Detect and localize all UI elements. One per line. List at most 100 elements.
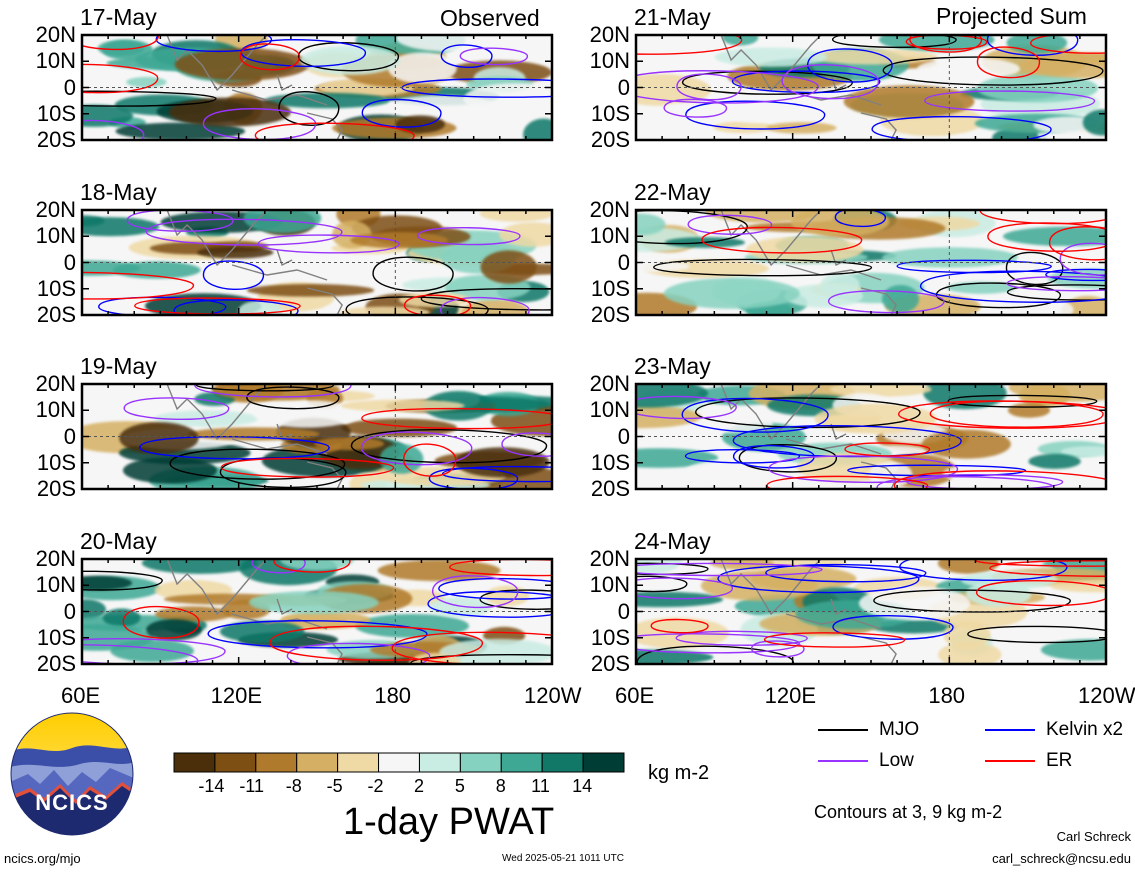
anomaly-blob bbox=[174, 48, 310, 81]
contour-kelvin-x2 bbox=[427, 590, 552, 618]
panel-date-title: 19-May bbox=[80, 353, 157, 379]
y-tick-label: 10N bbox=[589, 397, 630, 423]
x-tick-label: 180 bbox=[374, 683, 412, 708]
panel-20-May bbox=[82, 559, 552, 664]
anomaly-blob bbox=[82, 575, 133, 591]
contour-er bbox=[273, 559, 351, 573]
contour-er bbox=[976, 46, 1041, 79]
anomaly-blob bbox=[243, 210, 322, 233]
anomaly-blob bbox=[187, 427, 320, 441]
anomaly-blob bbox=[395, 115, 446, 134]
panel-date-title: 20-May bbox=[80, 528, 157, 554]
colorbar-label: -2 bbox=[367, 776, 384, 796]
contour-kelvin-x2 bbox=[438, 577, 552, 600]
contour-mjo bbox=[246, 386, 340, 410]
contour-low bbox=[636, 633, 800, 654]
anomaly-blob bbox=[1028, 453, 1081, 469]
colorbar-swatch bbox=[214, 752, 257, 773]
anomaly-blob bbox=[724, 99, 787, 123]
x-tick-label: 120E bbox=[210, 683, 263, 708]
contour-low bbox=[459, 47, 529, 66]
contour-kelvin-x2 bbox=[155, 35, 273, 53]
colorbar-swatch bbox=[255, 752, 298, 773]
footer-url[interactable]: ncics.org/mjo bbox=[4, 851, 81, 866]
legend-label: Low bbox=[879, 750, 914, 771]
logo-text: NCICS bbox=[35, 790, 109, 815]
contour-mjo bbox=[935, 282, 1062, 309]
y-tick-label: 10N bbox=[35, 48, 76, 74]
contour-er bbox=[763, 632, 906, 648]
y-tick-label: 0 bbox=[63, 249, 76, 275]
anomaly-blob bbox=[809, 49, 938, 65]
contour-low bbox=[257, 234, 400, 254]
x-tick-label: 180 bbox=[928, 683, 966, 708]
anomaly-blob bbox=[102, 608, 141, 627]
colorbar-units: kg m-2 bbox=[648, 762, 710, 784]
anomaly-blob bbox=[300, 45, 401, 75]
contour-er bbox=[989, 560, 1106, 577]
anomaly-blob bbox=[917, 57, 1021, 81]
contour-low bbox=[360, 431, 473, 466]
anomaly-blob bbox=[523, 118, 552, 140]
panel-19-May bbox=[82, 384, 552, 489]
colorbar-label: -5 bbox=[326, 776, 343, 796]
contour-er bbox=[220, 457, 395, 478]
contour-kelvin-x2 bbox=[871, 115, 1052, 140]
contour-kelvin-x2 bbox=[986, 35, 1079, 56]
contour-er bbox=[636, 35, 743, 55]
anomaly-blob bbox=[636, 405, 701, 429]
y-tick-label: 10S bbox=[590, 100, 630, 126]
y-tick-label: 10N bbox=[589, 48, 630, 74]
anomaly-blob bbox=[82, 599, 107, 620]
contour-kelvin-x2 bbox=[731, 70, 881, 94]
legend-label: ER bbox=[1046, 750, 1073, 771]
y-tick-label: 20S bbox=[36, 476, 76, 501]
anomaly-blob bbox=[636, 448, 719, 468]
anomaly-blob bbox=[714, 47, 827, 67]
colorbar-swatch bbox=[582, 752, 625, 773]
contour-low bbox=[636, 577, 734, 600]
contour-kelvin-x2 bbox=[173, 299, 299, 315]
anomaly-blob bbox=[965, 580, 1032, 607]
contour-mjo bbox=[278, 91, 340, 126]
contour-low bbox=[687, 214, 773, 235]
contour-er bbox=[1029, 35, 1106, 54]
anomaly-blob bbox=[1007, 402, 1051, 418]
anomaly-blob bbox=[248, 590, 379, 615]
contour-kelvin-x2 bbox=[806, 48, 893, 83]
footer-timestamp: Wed 2025-05-21 1011 UTC bbox=[502, 853, 624, 864]
y-tick-label: 10S bbox=[590, 275, 630, 301]
legend-label: MJO bbox=[879, 719, 920, 740]
colorbar-swatch bbox=[418, 752, 461, 773]
anomaly-blob bbox=[636, 260, 690, 273]
anomaly-blob bbox=[1082, 109, 1106, 136]
contour-kelvin-x2 bbox=[717, 565, 920, 594]
anomaly-blob bbox=[439, 638, 552, 664]
anomaly-blob bbox=[479, 210, 552, 222]
contour-low bbox=[251, 559, 306, 574]
anomaly-blob bbox=[146, 619, 202, 641]
contour-low bbox=[82, 119, 145, 140]
y-tick-label: 20S bbox=[590, 127, 630, 152]
anomaly-blob bbox=[636, 213, 666, 236]
anomaly-blob bbox=[97, 40, 145, 57]
footer-email[interactable]: carl_schreck@ncsu.edu bbox=[992, 851, 1131, 866]
colorbar-swatch bbox=[378, 752, 420, 773]
anomaly-blob bbox=[119, 422, 199, 455]
contour-er bbox=[134, 297, 301, 315]
contour-kelvin-x2 bbox=[1045, 268, 1106, 282]
panel-date-title: 24-May bbox=[634, 528, 711, 554]
y-tick-label: 10N bbox=[35, 223, 76, 249]
contour-low bbox=[675, 630, 808, 646]
anomaly-blob bbox=[881, 284, 920, 313]
y-tick-label: 10S bbox=[590, 624, 630, 650]
anomaly-blob bbox=[976, 73, 1099, 103]
colorbar-label: 5 bbox=[454, 776, 465, 796]
y-tick-label: 20S bbox=[36, 127, 76, 152]
contour-low bbox=[750, 640, 805, 658]
contour-er bbox=[1048, 226, 1106, 261]
contour-er bbox=[766, 475, 929, 489]
anomaly-blob bbox=[685, 458, 816, 485]
anomaly-blob bbox=[350, 232, 449, 249]
contour-er bbox=[82, 63, 159, 94]
